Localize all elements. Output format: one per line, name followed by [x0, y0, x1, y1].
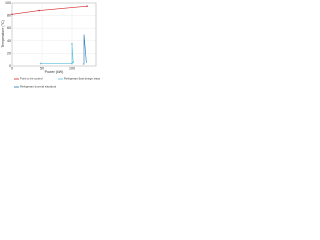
point — [71, 43, 73, 45]
point — [11, 13, 13, 16]
y-tick-label: 100 — [5, 1, 11, 5]
y-tick-label: 20 — [7, 51, 11, 55]
series-line — [40, 43, 74, 64]
point — [72, 61, 74, 64]
point — [71, 62, 73, 65]
x-tick-label: 50 — [40, 66, 44, 70]
legend-label: Point to be cooled — [20, 77, 43, 81]
x-tick-label: 0 — [11, 66, 13, 70]
y-axis-label: Temperature (°C) — [1, 20, 5, 48]
page: {"chart_data":{"type":"line","x_label":"… — [0, 0, 320, 98]
point — [40, 62, 42, 65]
y-tick-label: 0 — [9, 64, 11, 68]
y-tick-label: 40 — [7, 39, 11, 43]
x-tick-label: 100 — [69, 66, 75, 70]
series-line — [11, 5, 88, 15]
point — [38, 9, 40, 12]
chart: Power (kW) Temperature (°C) 0 20 40 60 80 100… — [1, 1, 100, 89]
series-line — [82, 34, 87, 65]
point — [86, 5, 88, 7]
legend-label: Refrigerant (normal situation) — [20, 85, 56, 89]
y-tick-label: 80 — [7, 14, 11, 18]
y-tick-label: 60 — [7, 26, 11, 30]
x-axis-label: Power (kW) — [45, 70, 64, 74]
legend-label: Refrigerant (last design situation) — [64, 77, 100, 81]
